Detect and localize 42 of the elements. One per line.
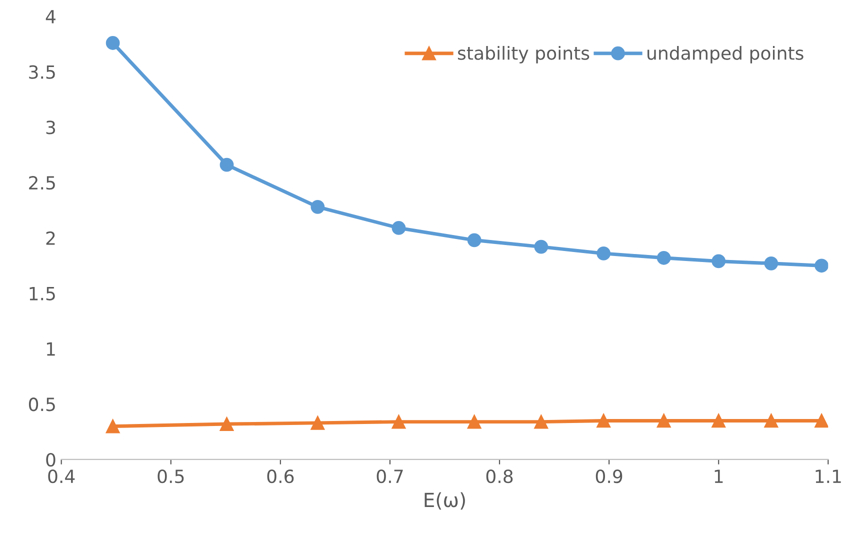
- point: [220, 417, 234, 431]
- point: [392, 221, 406, 235]
- y-tick-label: 3: [46, 120, 56, 134]
- point: [814, 258, 828, 273]
- x-tick-label: 1.1: [816, 470, 841, 483]
- point: [596, 414, 611, 428]
- point: [106, 419, 120, 434]
- x-tick-label: 0.6: [267, 470, 294, 484]
- point: [310, 416, 325, 430]
- y-tick-label: 0: [46, 452, 56, 467]
- point: [814, 414, 828, 428]
- y-tick-label: 1.5: [30, 287, 55, 300]
- point: [310, 200, 325, 214]
- point: [534, 414, 548, 429]
- y-tick-label: 2.5: [29, 176, 55, 190]
- point: [712, 414, 726, 428]
- legend-label: stability points: [458, 46, 590, 64]
- y-tick-label: 0.5: [28, 398, 55, 412]
- x-tick-label: 0.5: [158, 470, 184, 484]
- point: [764, 256, 778, 270]
- point: [656, 414, 671, 428]
- x-tick-label: 0.4: [48, 470, 75, 484]
- x-tick-label: 1: [714, 470, 723, 483]
- point: [467, 233, 482, 248]
- legend-label: undamped points: [648, 46, 804, 64]
- point: [656, 250, 671, 265]
- x-tick-label: 0.9: [596, 470, 622, 484]
- y-tick-label: 2: [46, 231, 55, 245]
- point: [220, 158, 234, 172]
- point: [467, 414, 482, 429]
- point: [596, 246, 611, 260]
- point: [764, 414, 778, 428]
- y-tick-label: 4: [46, 10, 56, 24]
- point: [534, 240, 548, 254]
- point: [106, 36, 120, 50]
- y-tick-label: 3.5: [29, 65, 55, 79]
- x-axis-title: E(ω): [424, 492, 465, 510]
- x-tick-label: 0.8: [486, 470, 513, 484]
- x-tick-label: 0.7: [376, 470, 403, 484]
- point: [392, 414, 406, 429]
- point: [712, 254, 726, 268]
- y-tick-label: 1: [46, 342, 55, 356]
